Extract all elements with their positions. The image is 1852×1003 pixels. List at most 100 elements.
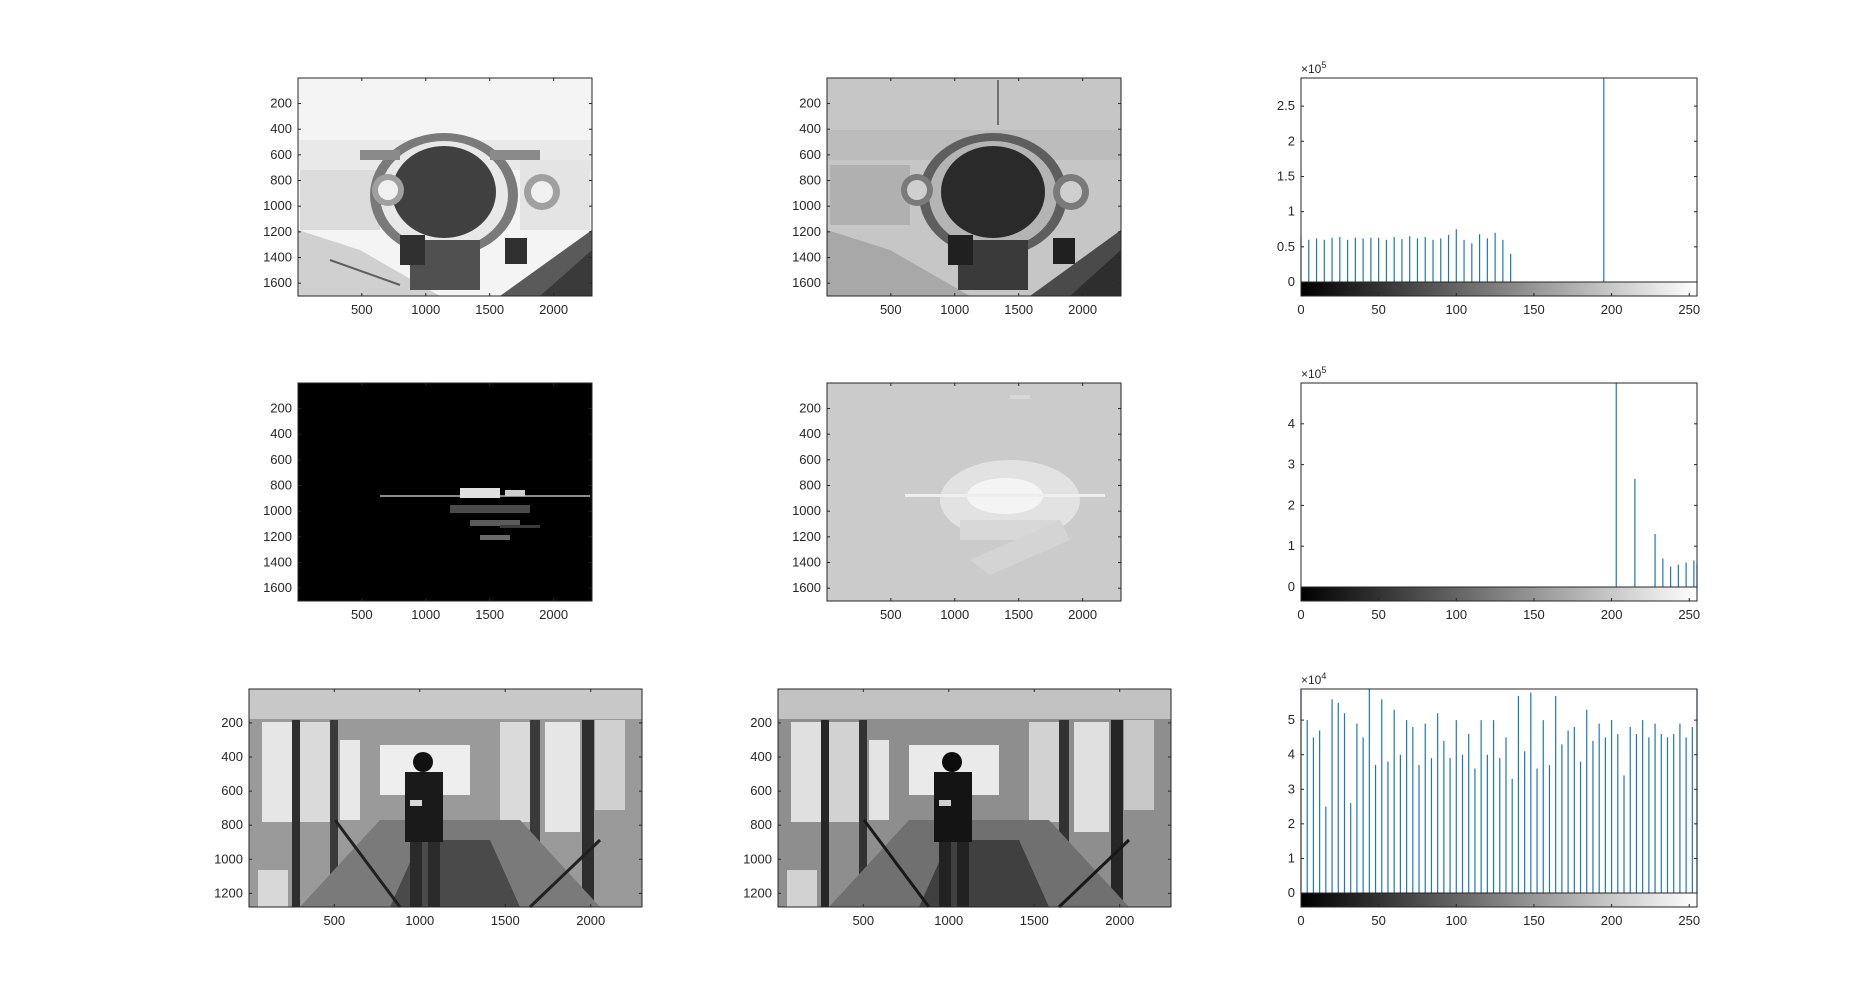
x-tick-label: 2000 [539,302,568,317]
y-tick-label: 5 [1288,712,1295,727]
x-tick-label: 2000 [1068,302,1097,317]
y-tick-label: 200 [750,715,772,730]
image-axes-5: 500 1000 1500 2000 200 400 600 800 1000 1200 [214,688,643,928]
y-exponent-power: 5 [1321,365,1326,375]
x-tick-label: 250 [1678,607,1700,622]
x-tick-label: 0 [1297,302,1304,317]
y-tick-label: 1400 [263,555,292,570]
x-tick-label: 500 [351,302,373,317]
y-tick-label: 1000 [792,198,821,213]
x-tick-label: 200 [1601,607,1623,622]
x-tick-label: 1500 [475,302,504,317]
grayscale-colorbar [1301,893,1697,907]
y-tick-label: 400 [799,426,821,441]
histogram-1: 0 50 100 150 200 250 0 0.5 1 1.5 2 2.5 ×105 [1277,60,1700,317]
x-tick-label: 50 [1371,913,1385,928]
x-tick-label: 2000 [1105,913,1134,928]
y-tick-label: 600 [750,783,772,798]
x-tick-label: 250 [1678,913,1700,928]
x-tick-label: 150 [1523,607,1545,622]
y-tick-label: 1200 [263,529,292,544]
x-tick-label: 0 [1297,913,1304,928]
y-tick-label: 800 [270,478,292,493]
y-tick-label: 1000 [743,851,772,866]
x-tick-label: 250 [1678,302,1700,317]
y-exponent-label: ×105 [1301,60,1326,76]
x-tick-label: 500 [880,607,902,622]
x-tick-label: 1500 [1004,607,1033,622]
y-tick-label: 0 [1288,885,1295,900]
image-axes-1: 500 1000 1500 2000 200 400 600 800 1000 1200 1400 1… [263,77,593,317]
y-tick-label: 800 [799,173,821,188]
y-tick-label: 0 [1288,274,1295,289]
x-tick-label: 2000 [1068,607,1097,622]
x-tick-label: 100 [1445,302,1467,317]
y-tick-label: 1 [1288,850,1295,865]
x-tick-label: 100 [1445,913,1467,928]
y-tick-label: 200 [270,401,292,416]
y-exponent-power: 5 [1321,60,1326,70]
x-tick-label: 100 [1445,607,1467,622]
y-tick-label: 3 [1288,457,1295,472]
y-tick-label: 600 [799,147,821,162]
y-tick-label: 2 [1288,497,1295,512]
x-tick-label: 200 [1601,913,1623,928]
x-tick-label: 2000 [539,607,568,622]
image-axes-2: 500 1000 1500 2000 200 400 600 800 1000 1200 1400 1… [792,77,1122,317]
y-tick-label: 600 [270,452,292,467]
x-tick-label: 2000 [576,913,605,928]
axes-frame [248,688,643,908]
y-tick-label: 4 [1288,747,1295,762]
y-tick-label: 600 [270,147,292,162]
y-tick-label: 1.5 [1277,168,1295,183]
y-tick-label: 1400 [792,250,821,265]
y-tick-label: 1200 [214,885,243,900]
y-tick-label: 2.5 [1277,98,1295,113]
x-tick-label: 50 [1371,607,1385,622]
axes-frame [297,77,593,297]
y-tick-label: 400 [799,121,821,136]
y-tick-label: 600 [221,783,243,798]
x-tick-label: 1000 [940,607,969,622]
y-tick-label: 3 [1288,781,1295,796]
x-tick-label: 500 [880,302,902,317]
y-tick-label: 1200 [792,224,821,239]
y-tick-label: 1 [1288,538,1295,553]
y-tick-label: 1000 [263,503,292,518]
y-tick-label: 1000 [263,198,292,213]
axes-frame [826,77,1122,297]
y-tick-label: 4 [1288,416,1295,431]
y-exponent-label: ×104 [1301,671,1326,687]
y-tick-label: 2 [1288,816,1295,831]
y-exponent-power: 4 [1321,671,1326,681]
y-tick-label: 200 [799,401,821,416]
image-axes-layer: 500 1000 1500 2000 200 400 600 800 1000 1200 1400 1… [214,77,1172,928]
histogram-3: 0 50 100 150 200 250 0 1 2 3 4 5 ×104 [1288,671,1700,928]
y-exponent-label: ×105 [1301,365,1326,381]
image-axes-3: 500 1000 1500 2000 200 400 600 800 1000 1200 1400 1… [263,382,593,622]
grayscale-colorbar [1301,282,1697,296]
axes-frame [826,382,1122,602]
axes-frame [777,688,1172,908]
axes-frame [1300,77,1698,297]
x-tick-label: 1500 [1004,302,1033,317]
y-tick-label: 2 [1288,133,1295,148]
y-tick-label: 1600 [792,580,821,595]
image-axes-6: 500 1000 1500 2000 200 400 600 800 1000 1200 [743,688,1172,928]
x-tick-label: 500 [852,913,874,928]
image-panel-6 [778,689,1171,909]
y-tick-label: 400 [270,426,292,441]
y-tick-label: 400 [221,749,243,764]
x-tick-label: 150 [1523,913,1545,928]
y-tick-label: 600 [799,452,821,467]
x-tick-label: 500 [323,913,345,928]
y-tick-label: 1200 [743,885,772,900]
y-tick-label: 1600 [792,275,821,290]
image-axes-4: 500 1000 1500 2000 200 400 600 800 1000 1200 1400 1… [792,382,1122,622]
x-tick-label: 1000 [411,607,440,622]
x-tick-label: 50 [1371,302,1385,317]
y-tick-label: 800 [221,817,243,832]
y-tick-label: 800 [799,478,821,493]
